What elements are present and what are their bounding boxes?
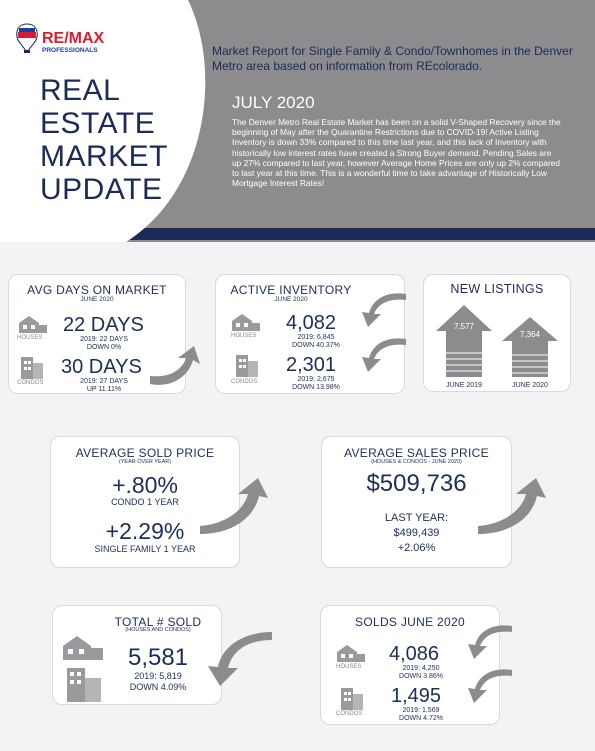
logo-text: RE/MAX [42,30,105,47]
row-label: CONDOS [17,380,44,386]
row-change: DOWN 4.72% [399,715,443,722]
row-value: 4,086 [389,643,440,665]
title-line: REAL [40,74,121,107]
row-label: HOUSES [231,333,257,339]
logo-sub: PROFESSIONALS [42,47,98,54]
title-line: UPDATE [40,173,163,206]
total-value: 5,581 [127,644,189,671]
last-year-label: LAST YEAR: [384,512,449,524]
row-prior: 2019: 6,845 [297,334,335,341]
listing-value: 7,364 [519,330,541,339]
condo-icon [341,688,363,710]
main-title: REAL ESTATE MARKET UPDATE [40,74,168,206]
body-text: The Denver Metro Real Estate Market has … [232,117,561,189]
row-label: HOUSES [336,664,362,670]
card-avg-sales-price: AVERAGE SALES PRICE (HOUSES & CONDOS - J… [321,436,512,568]
house-icon [337,645,365,662]
row-change: UP 11.11% [86,386,122,393]
total-prior: 2019: 5,819 [134,671,182,681]
row-prior: 2019: 4,250 [402,665,440,672]
listing-label: JUNE 2019 [446,382,482,389]
card-new-listings: NEW LISTINGS 7,577 7,364 JUNE 2019 JUNE … [423,274,571,392]
row-prior: 2019: 22 DAYS [80,336,128,343]
sales-value: $509,736 [366,470,467,497]
condo-value: +.80% [112,472,178,498]
card-avg-sold-price: AVERAGE SOLD PRICE (YEAR OVER YEAR) +.80… [50,436,240,568]
sf-value: +2.29% [105,518,185,544]
card-active-inventory: ACTIVE INVENTORY JUNE 2020 HOUSES 4,082 … [215,274,405,394]
row-prior: 2019: 27 DAYS [80,378,128,385]
header-circle [0,0,206,242]
house-icon [19,316,47,333]
card-title: SOLDS JUNE 2020 [355,615,465,629]
card-total-sold: TOTAL # SOLD (HOUSES AND CONDOS) 5,581 2… [52,605,222,705]
card-avg-days: AVG DAYS ON MARKET JUNE 2020 HOUSES 22 D… [8,274,186,394]
condo-icon [236,355,258,377]
card-subtitle: (HOUSES & CONDOS - JUNE 2020) [371,459,462,465]
condo-label: CONDO 1 YEAR [111,497,179,507]
total-change: DOWN 4.09% [129,682,187,692]
listing-label: JUNE 2020 [512,382,548,389]
arrows-graphic [436,305,558,377]
row-label: CONDOS [231,379,258,385]
card-title: AVERAGE SOLD PRICE [75,446,215,460]
row-value: 2,301 [286,354,337,376]
navy-stripe [100,228,595,240]
card-subtitle: (HOUSES AND CONDOS) [125,627,191,633]
house-icon [232,314,260,331]
condo-icon [21,357,43,379]
card-subtitle: JUNE 2020 [274,296,308,303]
row-prior: 2019: 2,675 [297,376,335,383]
row-change: DOWN 13.98% [292,384,340,391]
row-change: DOWN 40.37% [292,342,340,349]
sf-label: SINGLE FAMILY 1 YEAR [94,544,196,554]
card-subtitle: JUNE 2020 [80,296,114,303]
row-change: DOWN 0% [86,344,122,351]
card-title: NEW LISTINGS [450,282,544,296]
card-title: ACTIVE INVENTORY [230,283,352,297]
row-value: 4,082 [286,312,337,334]
title-line: MARKET [40,140,169,173]
date: JULY 2020 [232,93,315,112]
change: +2.06% [397,542,436,554]
row-value: 30 DAYS [61,356,142,378]
row-value: 1,495 [391,685,442,707]
last-year-value: $499,439 [393,527,440,539]
intro: Market Report for Single Family & Condo/… [212,44,573,73]
card-title: AVERAGE SALES PRICE [344,446,489,460]
card-solds: SOLDS JUNE 2020 HOUSES 4,086 2019: 4,250… [320,605,500,725]
row-label: CONDOS [336,711,363,717]
icons [63,636,103,702]
card-subtitle: (YEAR OVER YEAR) [118,459,172,465]
card-title: TOTAL # SOLD [114,615,202,629]
row-value: 22 DAYS [63,314,144,336]
listing-value: 7,577 [453,322,475,331]
card-title: AVG DAYS ON MARKET [27,283,167,297]
logo-balloon [16,23,38,53]
row-change: DOWN 3.86% [399,673,443,680]
row-prior: 2019: 1,569 [402,707,440,714]
row-label: HOUSES [17,335,43,341]
title-line: ESTATE [40,107,156,140]
